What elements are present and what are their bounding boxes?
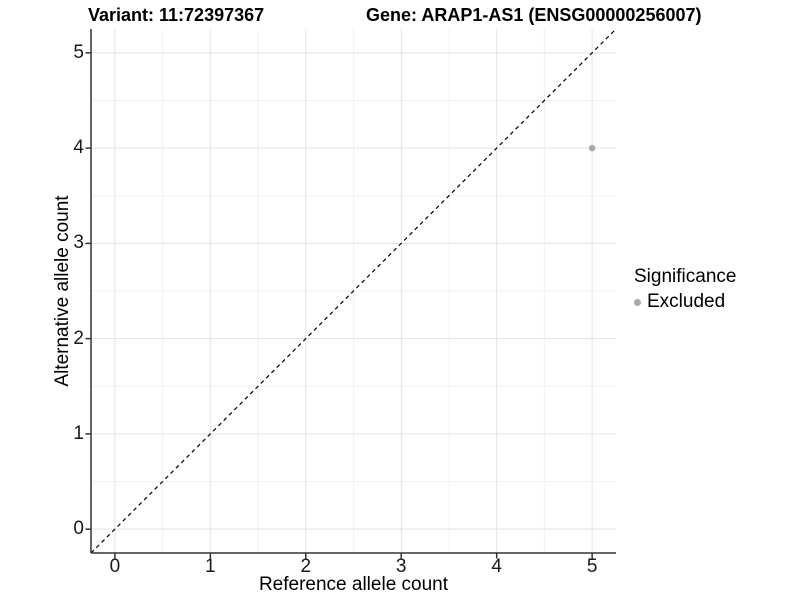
identity-dashed-line xyxy=(90,28,617,554)
y-tick-label: 5 xyxy=(73,41,84,63)
x-tick-label: 5 xyxy=(586,556,598,577)
y-axis-title: Alternative allele count xyxy=(52,195,73,387)
plot-title-gene: Gene: ARAP1-AS1 (ENSG00000256007) xyxy=(366,5,702,25)
plot-title-variant: Variant: 11:72397367 xyxy=(88,5,265,25)
y-tick-label: 0 xyxy=(73,518,84,540)
x-tick-label: 1 xyxy=(205,556,216,577)
y-tick-label: 2 xyxy=(73,327,84,349)
x-axis-title: Reference allele count xyxy=(258,574,449,595)
legend-entry-excluded: Excluded xyxy=(634,291,736,313)
data-point xyxy=(588,144,596,152)
legend: Significance Excluded xyxy=(634,266,736,313)
x-tick-label: 4 xyxy=(491,556,502,577)
excluded-point-icon xyxy=(634,298,641,306)
x-tick-label: 2 xyxy=(300,556,312,577)
x-tick-label: 3 xyxy=(395,556,407,577)
y-tick-label: 3 xyxy=(73,232,84,254)
x-tick-label: 0 xyxy=(109,556,121,577)
legend-entry-label: Excluded xyxy=(647,291,726,312)
y-tick-label: 1 xyxy=(73,422,84,444)
legend-title: Significance xyxy=(634,266,737,287)
y-tick-label: 4 xyxy=(73,137,84,159)
